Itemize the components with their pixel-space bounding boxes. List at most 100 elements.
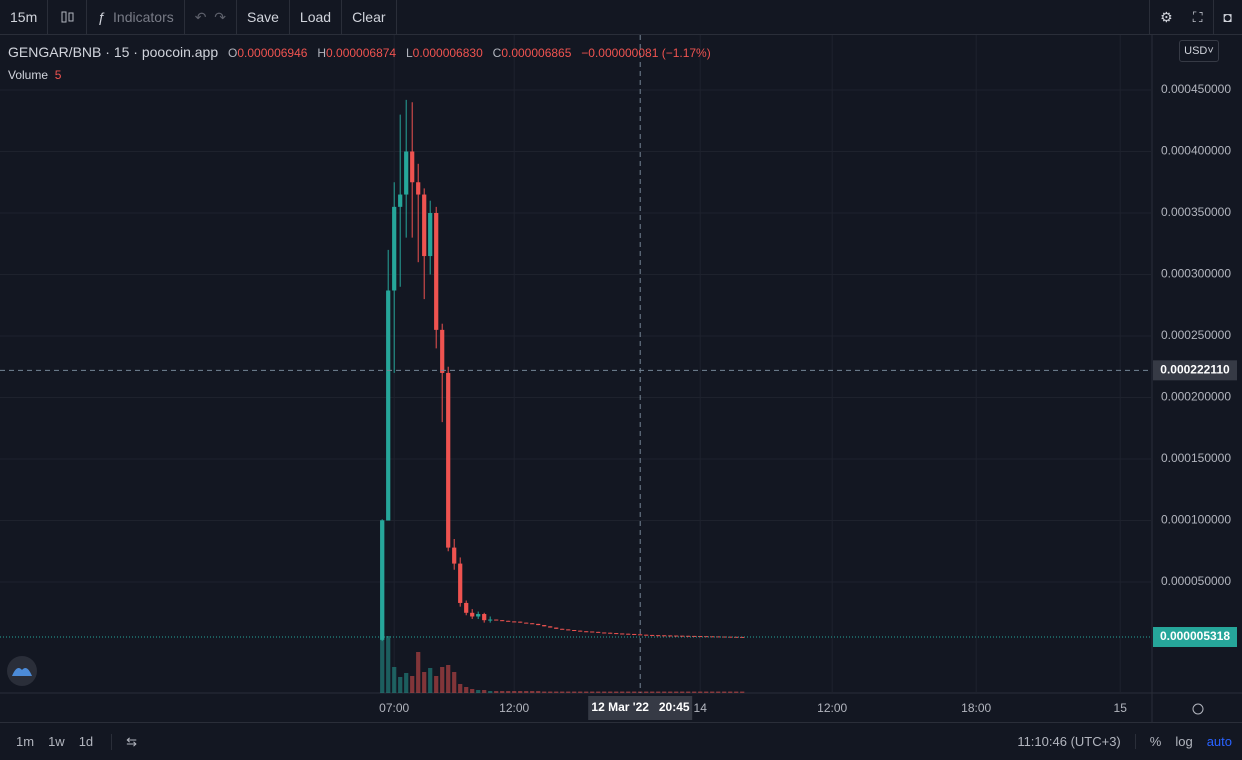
candle-body xyxy=(404,151,409,195)
volume-bar xyxy=(440,667,445,693)
range-button[interactable]: 1w xyxy=(48,734,65,749)
x-tick-label: 12:00 xyxy=(817,701,847,715)
low-label: L xyxy=(405,46,413,60)
interval-button[interactable]: 15m xyxy=(0,0,49,34)
candle-body xyxy=(698,636,703,638)
candle-body xyxy=(512,621,517,623)
save-button[interactable]: Save xyxy=(237,0,290,34)
candle-body xyxy=(572,630,577,632)
interval: 15 xyxy=(113,44,130,60)
volume-bar xyxy=(632,691,637,693)
volume-bar xyxy=(476,690,481,693)
candle-body xyxy=(446,372,451,548)
volume-bar xyxy=(620,691,625,693)
x-tick-label: 18:00 xyxy=(961,701,991,715)
x-tick-label: 15 xyxy=(1114,701,1128,715)
axis-settings[interactable] xyxy=(1192,703,1204,715)
candle-body xyxy=(620,633,625,635)
indicators-button[interactable]: ƒ Indicators xyxy=(87,0,185,34)
volume-bar xyxy=(572,691,577,693)
volume-label: Volume xyxy=(8,68,49,82)
volume-bar xyxy=(578,691,583,693)
candle-body xyxy=(470,612,475,617)
volume-bar xyxy=(470,689,475,693)
bottom-toolbar: 1m 1w 1d ⇆ 11:10:46 (UTC+3) % log auto xyxy=(0,722,1242,760)
undo-redo[interactable]: ↶ ↷ xyxy=(185,0,237,34)
candle-body xyxy=(482,614,487,621)
volume-bar xyxy=(608,691,613,693)
candle-body xyxy=(728,636,733,638)
volume-bar xyxy=(644,691,649,693)
volume-bar xyxy=(614,691,619,693)
volume-bar xyxy=(548,691,553,693)
candle-body xyxy=(722,636,727,638)
top-toolbar: 15m ƒ Indicators ↶ ↷ Save Load Clear ⚙ ⛶ … xyxy=(0,0,1242,35)
clock: 11:10:46 (UTC+3) xyxy=(1017,734,1136,749)
volume-bar xyxy=(662,691,667,693)
candle-body xyxy=(674,635,679,637)
candle-body xyxy=(716,636,721,638)
candle-body xyxy=(530,623,535,625)
chart-type-button[interactable] xyxy=(48,0,88,34)
candle-body xyxy=(548,626,553,628)
volume-bar xyxy=(734,691,739,693)
volume-bar xyxy=(560,691,565,693)
volume-bar xyxy=(566,691,571,693)
candle-body xyxy=(554,627,559,629)
candle-body xyxy=(536,623,541,626)
candle-body xyxy=(644,634,649,636)
volume-bar xyxy=(428,668,433,693)
last-price-box xyxy=(1153,627,1237,648)
x-tick-label: 14 xyxy=(694,701,708,715)
symbol: GENGAR/BNB xyxy=(8,44,102,60)
log-toggle[interactable]: log xyxy=(1175,734,1193,749)
candle-icon xyxy=(61,11,74,23)
percent-toggle[interactable]: % xyxy=(1149,734,1162,749)
volume-bar xyxy=(386,636,391,693)
volume-bar xyxy=(656,691,661,693)
high-value: 0.000006874 xyxy=(326,46,397,60)
volume-legend: Volume 5 xyxy=(8,68,61,82)
candle-body xyxy=(500,620,505,622)
close-value: 0.000006865 xyxy=(501,46,572,60)
currency-select[interactable]: USD ˅ xyxy=(1179,40,1219,62)
volume-bar xyxy=(410,676,415,693)
candle-body xyxy=(668,635,673,637)
fullscreen-button[interactable]: ⛶ xyxy=(1192,8,1203,25)
volume-bar xyxy=(710,691,715,693)
range-button[interactable]: 1m xyxy=(16,734,35,749)
snapshot-button[interactable]: ◘ xyxy=(1212,0,1242,34)
settings-button[interactable]: ⚙ xyxy=(1149,0,1183,34)
y-tick-label: 0.000050000 xyxy=(1161,574,1231,588)
volume-bar xyxy=(422,672,427,693)
range-button[interactable]: 1d xyxy=(78,734,94,749)
clear-button[interactable]: Clear xyxy=(342,0,397,34)
candle-body xyxy=(734,636,739,638)
candle-body xyxy=(602,632,607,634)
volume-bar xyxy=(704,691,709,693)
goto-button[interactable]: ⇆ xyxy=(111,733,137,750)
candle-body xyxy=(458,563,463,603)
volume-bar xyxy=(698,691,703,693)
candle-body xyxy=(380,520,385,640)
volume-bar xyxy=(554,691,559,693)
volume-bar xyxy=(458,684,463,693)
candle-body xyxy=(410,151,415,183)
volume-bar xyxy=(446,665,451,693)
candle-body xyxy=(638,634,643,636)
source: poocoin.app xyxy=(141,44,219,60)
candle-body xyxy=(440,329,445,373)
x-tick-label: 12:00 xyxy=(499,701,529,715)
candle-body xyxy=(632,633,637,635)
x-tick-label: 07:00 xyxy=(379,701,409,715)
candle-body xyxy=(392,206,397,291)
candle-body xyxy=(524,622,529,624)
change: −0.000000081 (−1.17%) xyxy=(581,46,711,60)
candle-body xyxy=(560,628,565,630)
candle-body xyxy=(434,213,439,330)
auto-toggle[interactable]: auto xyxy=(1206,734,1232,749)
load-button[interactable]: Load xyxy=(290,0,343,34)
volume-bar xyxy=(596,691,601,693)
volume-bar xyxy=(530,691,535,693)
